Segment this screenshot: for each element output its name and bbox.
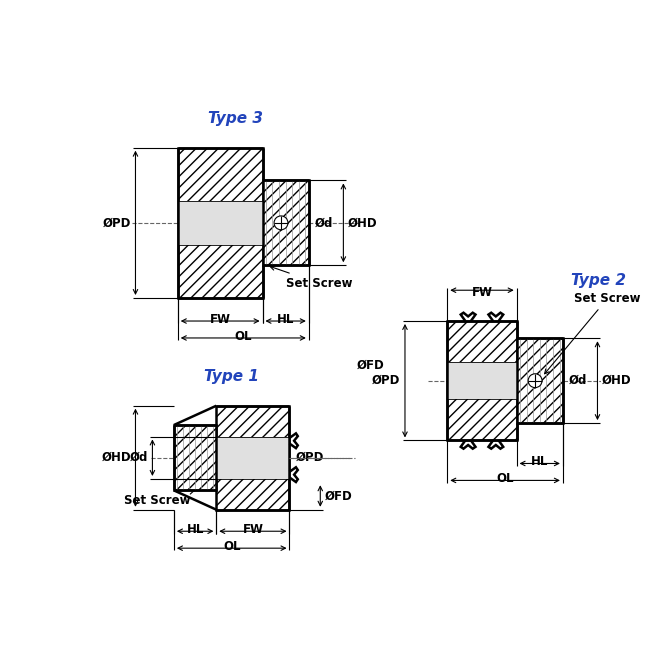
Text: OL: OL [234, 330, 252, 342]
Text: FW: FW [243, 523, 263, 536]
Text: Set Screw: Set Screw [124, 490, 194, 507]
Text: Set Screw: Set Screw [270, 266, 352, 289]
Text: ØHD: ØHD [602, 375, 632, 387]
Text: ØPD: ØPD [103, 216, 131, 229]
Bar [448, 321, 517, 440]
Bar [178, 200, 263, 245]
Text: OL: OL [223, 540, 241, 553]
Text: Ød: Ød [569, 375, 588, 387]
Text: Set Screw: Set Screw [545, 291, 641, 374]
Circle shape [528, 374, 542, 388]
Text: Ød: Ød [315, 216, 333, 229]
Text: ØHD: ØHD [101, 451, 131, 464]
Text: FW: FW [472, 285, 492, 299]
Text: HL: HL [186, 523, 204, 536]
Bar [178, 148, 263, 298]
Text: Type 2: Type 2 [571, 273, 626, 289]
Text: Type 1: Type 1 [204, 369, 259, 384]
Text: HL: HL [277, 313, 294, 326]
Bar [216, 437, 289, 479]
Text: Type 3: Type 3 [208, 111, 263, 126]
Bar [263, 180, 309, 265]
Bar [174, 425, 216, 490]
Text: Ød: Ød [129, 451, 148, 464]
Text: HL: HL [531, 455, 549, 468]
Text: ØPD: ØPD [372, 375, 401, 387]
Bar [216, 406, 289, 510]
Text: ØFD: ØFD [356, 359, 384, 372]
Text: OL: OL [496, 472, 514, 485]
Text: ØFD: ØFD [325, 490, 352, 502]
Bar [448, 362, 517, 399]
Text: ØHD: ØHD [348, 216, 378, 229]
Bar [517, 338, 563, 423]
Text: ØPD: ØPD [295, 451, 324, 464]
Text: FW: FW [210, 313, 230, 326]
Circle shape [274, 216, 288, 230]
